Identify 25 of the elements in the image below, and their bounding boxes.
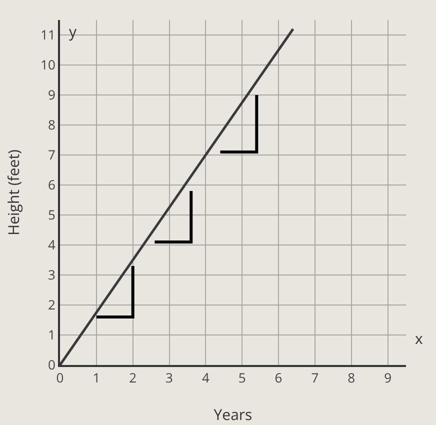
x-tick-label: 1 (92, 368, 100, 387)
x-tick-label: 8 (348, 368, 356, 387)
text: x (415, 329, 423, 349)
y-tick-label: 5 (48, 206, 56, 224)
y-tick-label: 9 (48, 86, 56, 104)
y-tick-label: 8 (48, 116, 56, 134)
y-tick-label: 0 (48, 356, 56, 374)
x-tick-label: 3 (166, 368, 173, 387)
y-tick-label: 10 (40, 56, 56, 74)
x-tick-label: 2 (129, 368, 137, 387)
x-axis-title: Years (214, 405, 252, 425)
y-tick-label: 7 (48, 146, 56, 164)
annotation: y (69, 22, 77, 42)
x-tick-label: 4 (202, 368, 210, 387)
y-tick-label: 2 (48, 296, 56, 314)
y-tick-label: 4 (48, 236, 56, 254)
y-tick-label: 11 (40, 26, 56, 44)
y-tick-label: 3 (48, 266, 56, 284)
y-tick-label: 1 (48, 326, 56, 344)
x-tick-label: 5 (238, 368, 246, 387)
x-tick-label: 9 (384, 368, 392, 387)
y-axis-title: Height (feet) (4, 150, 24, 236)
y-tick-label: 6 (48, 176, 56, 194)
x-tick-label: 6 (274, 368, 282, 387)
x-tick-label: 7 (311, 368, 319, 387)
